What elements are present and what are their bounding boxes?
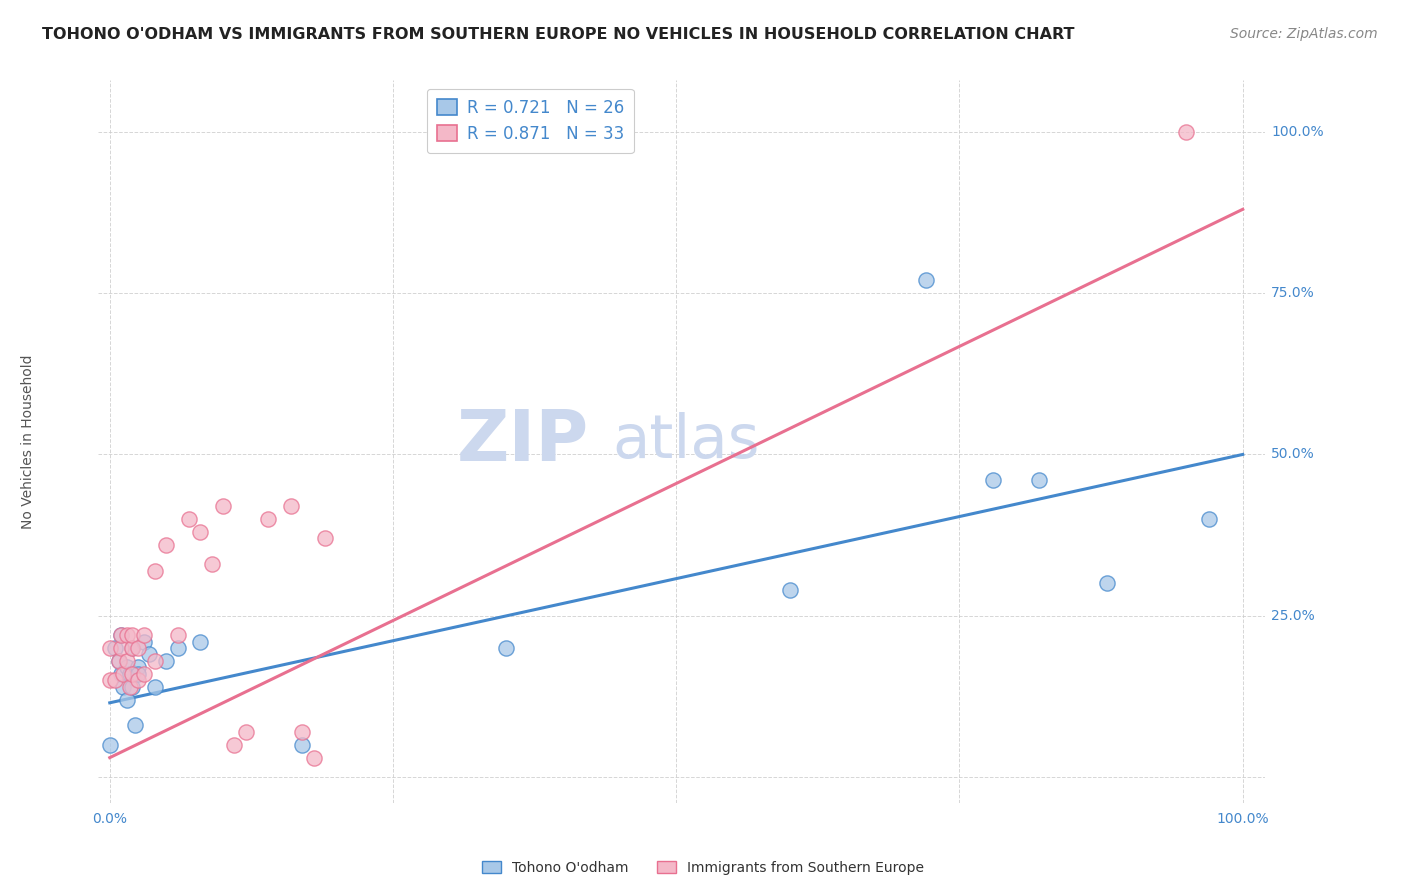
Point	[132, 634, 155, 648]
Point	[212, 499, 235, 513]
Text: No Vehicles in Household: No Vehicles in Household	[21, 354, 35, 529]
Point	[235, 724, 257, 739]
Point	[132, 666, 155, 681]
Point	[110, 666, 132, 681]
Point	[104, 673, 127, 688]
Text: 0.0%: 0.0%	[93, 813, 128, 827]
Point	[190, 634, 212, 648]
Text: 75.0%: 75.0%	[1271, 286, 1315, 301]
Text: 50.0%: 50.0%	[1271, 448, 1315, 461]
Point	[127, 673, 149, 688]
Point	[291, 724, 314, 739]
Point	[108, 654, 131, 668]
Point	[201, 557, 224, 571]
Point	[121, 628, 143, 642]
Point	[914, 273, 936, 287]
Legend: Tohono O'odham, Immigrants from Southern Europe: Tohono O'odham, Immigrants from Southern…	[477, 855, 929, 880]
Point	[224, 738, 246, 752]
Point	[143, 564, 166, 578]
Point	[127, 660, 149, 674]
Point	[1198, 512, 1220, 526]
Point	[127, 666, 149, 681]
Point	[314, 531, 336, 545]
Legend: R = 0.721   N = 26, R = 0.871   N = 33: R = 0.721 N = 26, R = 0.871 N = 33	[426, 88, 634, 153]
Point	[115, 660, 138, 674]
Point	[104, 640, 127, 655]
Point	[1028, 473, 1050, 487]
Point	[302, 750, 325, 764]
Point	[120, 680, 142, 694]
Point	[115, 692, 138, 706]
Point	[177, 512, 200, 526]
Point	[280, 499, 302, 513]
Point	[779, 582, 801, 597]
Point	[98, 738, 121, 752]
Point	[257, 512, 280, 526]
Point	[112, 680, 135, 694]
Point	[120, 666, 142, 681]
Point	[110, 628, 132, 642]
Point	[127, 640, 149, 655]
Point	[1095, 576, 1118, 591]
Point	[121, 640, 143, 655]
Point	[121, 640, 143, 655]
Point	[983, 473, 1005, 487]
Point	[291, 738, 314, 752]
Point	[1175, 125, 1198, 139]
Text: 100.0%: 100.0%	[1216, 813, 1270, 827]
Point	[110, 640, 132, 655]
Point	[166, 628, 188, 642]
Point	[190, 524, 212, 539]
Point	[166, 640, 188, 655]
Point	[121, 680, 143, 694]
Text: 25.0%: 25.0%	[1271, 608, 1315, 623]
Text: atlas: atlas	[612, 412, 759, 471]
Point	[143, 680, 166, 694]
Point	[155, 654, 177, 668]
Point	[98, 640, 121, 655]
Point	[143, 654, 166, 668]
Point	[132, 628, 155, 642]
Point	[124, 718, 146, 732]
Point	[115, 654, 138, 668]
Text: 100.0%: 100.0%	[1271, 125, 1323, 139]
Point	[108, 654, 131, 668]
Point	[112, 666, 135, 681]
Point	[155, 538, 177, 552]
Point	[110, 628, 132, 642]
Point	[121, 666, 143, 681]
Text: ZIP: ZIP	[457, 407, 589, 476]
Text: TOHONO O'ODHAM VS IMMIGRANTS FROM SOUTHERN EUROPE NO VEHICLES IN HOUSEHOLD CORRE: TOHONO O'ODHAM VS IMMIGRANTS FROM SOUTHE…	[42, 27, 1074, 42]
Point	[98, 673, 121, 688]
Point	[495, 640, 517, 655]
Point	[115, 628, 138, 642]
Text: Source: ZipAtlas.com: Source: ZipAtlas.com	[1230, 27, 1378, 41]
Point	[138, 648, 160, 662]
